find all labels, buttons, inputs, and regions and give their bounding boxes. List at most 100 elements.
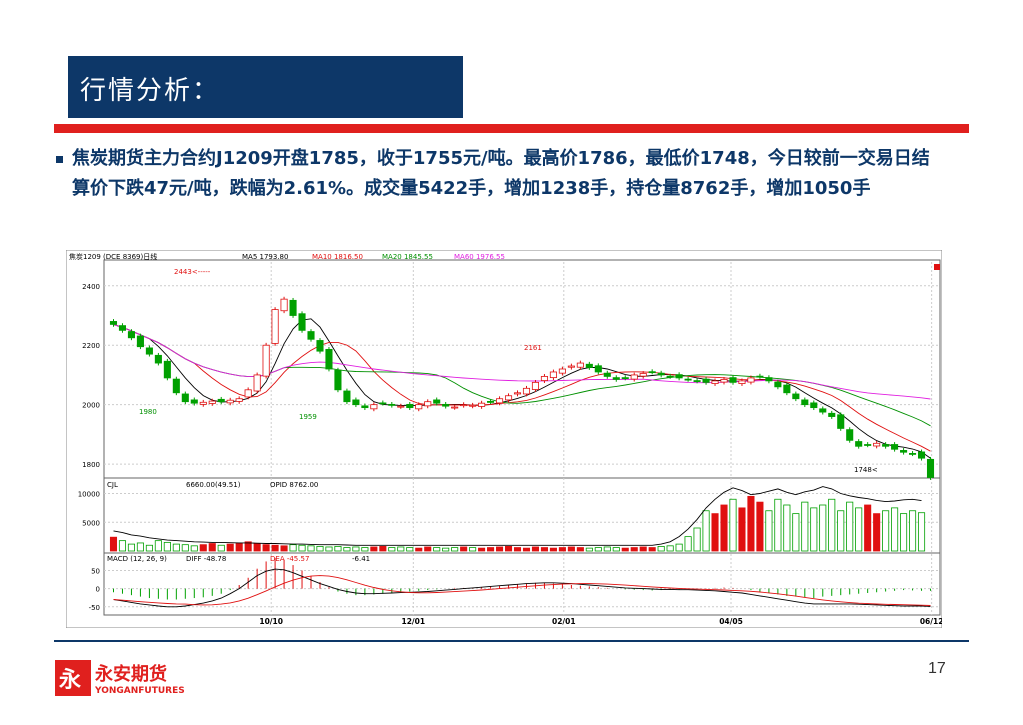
- candle-body: [917, 451, 926, 459]
- macd-tick-label: 0: [96, 586, 100, 594]
- candle-body: [289, 299, 297, 316]
- candle-body: [891, 444, 899, 450]
- candle-body: [702, 378, 710, 383]
- volume-bar: [603, 546, 611, 552]
- candle-body: [136, 335, 144, 348]
- candle-body: [594, 365, 602, 373]
- candle-body: [926, 458, 935, 478]
- volume-bar: [729, 498, 737, 552]
- volume-bar: [657, 545, 665, 552]
- candle-body: [280, 298, 288, 312]
- candle-body: [504, 395, 513, 401]
- volume-bar: [460, 546, 468, 552]
- page-number: 17: [928, 660, 946, 677]
- macd-tick-label: 50: [91, 568, 100, 576]
- candle-body: [217, 398, 225, 403]
- candle-body: [639, 373, 647, 377]
- price-tick-label: 2400: [82, 283, 100, 291]
- candle-body: [163, 360, 171, 379]
- candle-body: [828, 412, 836, 417]
- volume-bar: [792, 513, 800, 552]
- volume-bar: [451, 547, 459, 552]
- corner-marker: [934, 264, 940, 270]
- volume-bar: [702, 510, 710, 552]
- price-tick-label: 2200: [82, 342, 100, 350]
- candle-body: [909, 453, 917, 455]
- candle-body: [433, 399, 441, 404]
- candle-body: [298, 313, 306, 331]
- candle-body: [549, 371, 557, 379]
- volume-bar: [217, 544, 225, 552]
- candle-body: [711, 380, 719, 384]
- candle-body: [397, 405, 405, 408]
- summary-text: 焦炭期货主力合约J1209开盘1785，收于1755元/吨。最高价1786，最低…: [72, 148, 930, 199]
- candle-body: [567, 365, 575, 368]
- ma5-line: [113, 318, 931, 459]
- volume-bar: [127, 543, 135, 552]
- volume-bar: [747, 495, 755, 552]
- candle-body: [846, 429, 854, 441]
- title-box: 行情分析：: [68, 56, 463, 118]
- volume-bar: [244, 541, 252, 552]
- candle-body: [316, 340, 324, 352]
- annotation-1980: 1980: [139, 408, 157, 416]
- date-tick-label: 06/12: [920, 617, 942, 626]
- volume-bar: [334, 545, 342, 552]
- candle-body: [864, 444, 872, 446]
- candle-body: [415, 404, 423, 410]
- kline-chart: 2400 2200 2000 1800 10/10 12/01 02/01 04/05 06/1…: [65, 249, 943, 629]
- logo-cn: 永安期货: [94, 663, 167, 685]
- candle-body: [756, 375, 764, 378]
- candle-body: [208, 400, 216, 404]
- candle-body: [819, 408, 827, 413]
- volume-bar: [882, 510, 890, 552]
- dea-line: [113, 575, 931, 606]
- annotation-2161: 2161: [524, 344, 542, 352]
- ma5-label: MA5 1793.80: [242, 253, 288, 261]
- volume-bar: [379, 545, 387, 552]
- candle-body: [451, 406, 459, 409]
- candle-body: [729, 377, 737, 383]
- candle-body: [172, 378, 180, 394]
- volume-bar: [738, 507, 746, 552]
- volume-bar: [235, 542, 243, 552]
- candle-body: [837, 414, 845, 429]
- open-interest-line: [113, 486, 922, 546]
- candle-body: [361, 405, 369, 409]
- volume-bar: [352, 546, 360, 552]
- volume-bar: [397, 546, 405, 552]
- volume-bar: [909, 510, 917, 552]
- candle-body: [271, 309, 279, 344]
- volume-bar: [774, 498, 782, 552]
- candle-body: [442, 403, 450, 407]
- volume-bar: [424, 546, 432, 552]
- candle-body: [496, 398, 504, 404]
- volume-bar: [549, 547, 557, 552]
- candle-body: [244, 389, 252, 398]
- candle-body: [810, 402, 818, 409]
- candle-body: [675, 374, 683, 379]
- red-divider: [54, 124, 969, 133]
- date-tick-label: 02/01: [552, 617, 576, 626]
- vol-panel-label: CJL: [107, 481, 118, 489]
- volume-bar: [917, 512, 926, 552]
- volume-bar: [576, 547, 584, 552]
- candle-body: [325, 348, 333, 370]
- volume-tick-label: 10000: [78, 491, 100, 499]
- volume-bar: [280, 545, 288, 552]
- candle-body: [478, 402, 486, 407]
- volume-bar: [819, 504, 827, 552]
- diff-label: DIFF -48.78: [186, 555, 226, 563]
- volume-bar: [118, 540, 127, 552]
- volume-bar: [828, 498, 836, 552]
- volume-bar: [190, 545, 198, 552]
- candle-body: [262, 344, 270, 377]
- candle-body: [522, 387, 531, 395]
- candle-body: [190, 399, 198, 404]
- candle-body: [118, 325, 127, 331]
- volume-bar: [666, 545, 674, 552]
- candle-body: [424, 401, 432, 407]
- volume-bar: [370, 546, 378, 552]
- ma20-label: MA20 1845.55: [382, 253, 433, 261]
- volume-bar: [163, 541, 171, 552]
